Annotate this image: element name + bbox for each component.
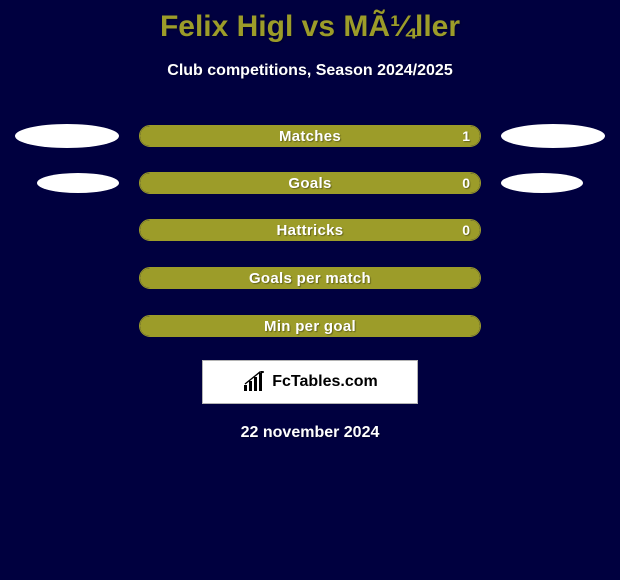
right-marker-ellipse (501, 124, 605, 148)
left-marker-spacer (15, 266, 119, 290)
stat-label: Goals (140, 173, 480, 193)
stat-row: Goals per match (0, 266, 620, 290)
stat-bar: Goals 0 (139, 172, 481, 194)
stat-value: 0 (462, 173, 470, 193)
left-marker-spacer (15, 314, 119, 338)
right-marker-spacer (501, 218, 605, 242)
right-marker-spacer (501, 314, 605, 338)
stat-bar: Matches 1 (139, 125, 481, 147)
stat-rows: Matches 1 Goals 0 Hattricks 0 (0, 124, 620, 338)
stat-label: Min per goal (140, 316, 480, 336)
stat-row: Hattricks 0 (0, 218, 620, 242)
chart-icon (242, 371, 268, 393)
stat-bar: Hattricks 0 (139, 219, 481, 241)
left-marker-spacer (15, 218, 119, 242)
stat-bar: Min per goal (139, 315, 481, 337)
subtitle: Club competitions, Season 2024/2025 (0, 62, 620, 80)
stat-label: Hattricks (140, 220, 480, 240)
stat-value: 1 (462, 126, 470, 146)
right-marker-ellipse (501, 173, 583, 193)
date-label: 22 november 2024 (0, 424, 620, 442)
stat-bar: Goals per match (139, 267, 481, 289)
stat-label: Matches (140, 126, 480, 146)
brand-badge: FcTables.com (202, 360, 418, 404)
right-marker-spacer (501, 266, 605, 290)
stat-value: 0 (462, 220, 470, 240)
left-marker-ellipse (37, 173, 119, 193)
stat-row: Matches 1 (0, 124, 620, 148)
left-marker-ellipse (15, 124, 119, 148)
stat-label: Goals per match (140, 268, 480, 288)
stat-row: Min per goal (0, 314, 620, 338)
stat-row: Goals 0 (0, 172, 620, 194)
brand-text: FcTables.com (272, 373, 378, 391)
comparison-chart: Felix Higl vs MÃ¼ller Club competitions,… (0, 0, 620, 580)
page-title: Felix Higl vs MÃ¼ller (0, 0, 620, 44)
